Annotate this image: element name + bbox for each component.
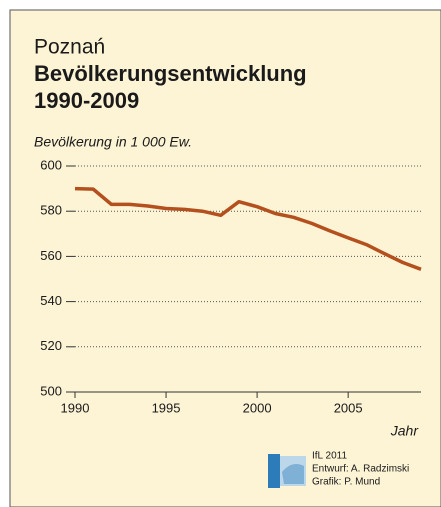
x-tick-label: 1990 — [61, 400, 90, 415]
y-tick-label: 580 — [40, 203, 62, 218]
title-line: 1990-2009 — [34, 88, 139, 113]
title-line: Poznań — [34, 36, 105, 59]
x-axis-label: Jahr — [390, 423, 420, 439]
credit: Grafik: P. Mund — [312, 477, 380, 488]
panel — [9, 9, 441, 507]
y-tick-label: 500 — [40, 383, 62, 398]
y-tick-label: 600 — [40, 157, 62, 172]
logo — [268, 454, 306, 488]
y-tick-label: 520 — [40, 338, 62, 353]
x-tick-label: 1995 — [152, 400, 181, 415]
data-line — [74, 186, 422, 271]
x-tick-label: 2000 — [243, 400, 272, 415]
y-tick-label: 540 — [40, 293, 62, 308]
logo-bar — [268, 454, 280, 488]
credit: Entwurf: A. Radzimski — [312, 464, 409, 475]
y-axis-label: Bevölkerung in 1 000 Ew. — [34, 134, 192, 150]
x-tick-label: 2005 — [334, 400, 363, 415]
logo-shape — [282, 464, 304, 484]
title-line: Bevölkerungsentwicklung — [34, 61, 307, 86]
y-tick-label: 560 — [40, 248, 62, 263]
credit: IfL 2011 — [312, 451, 347, 462]
